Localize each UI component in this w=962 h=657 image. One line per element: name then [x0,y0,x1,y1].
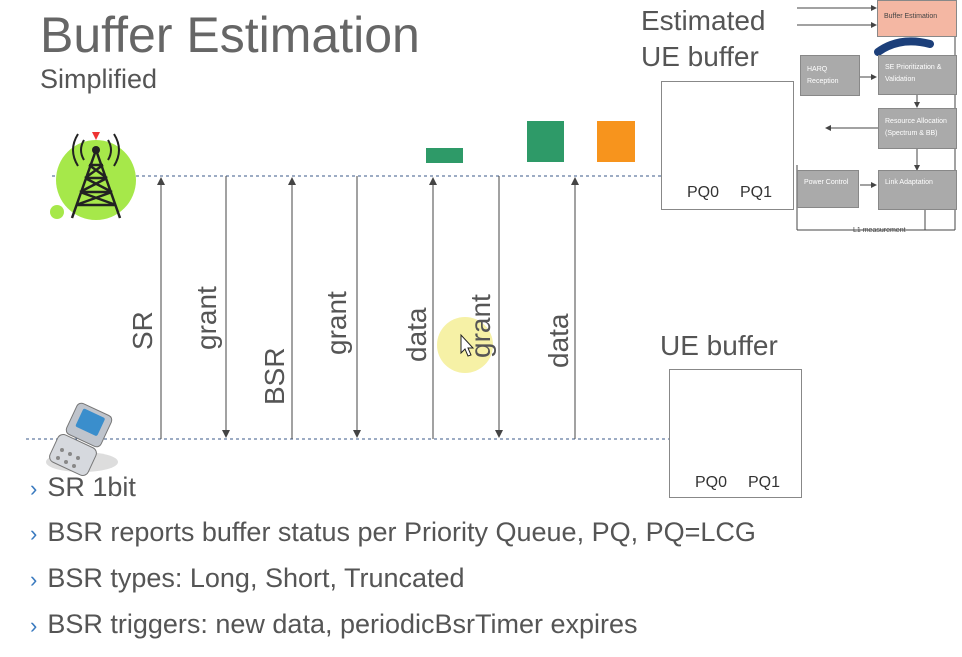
est-pq1-label: PQ1 [740,184,773,201]
label-bsr: BSR [259,347,290,405]
l1-measurement-label: L1 measurement [853,227,906,234]
data-block-small [426,148,463,163]
mobile-phone-icon [46,402,118,476]
label-data-2: data [543,313,574,368]
page-title: Buffer Estimation [40,7,420,63]
block-power-control: Power Control [797,170,859,208]
data-block-orange [597,121,635,162]
ue-buffer-box: PQ0 PQ1 [669,369,802,498]
bullet-item: › BSR reports buffer status per Priority … [30,517,756,547]
label-grant-1: grant [191,286,222,350]
est-pq0-label: PQ0 [687,184,720,201]
bullet-text: BSR reports buffer status per Priority Q… [47,517,756,547]
label-sr: SR [127,311,158,350]
estimated-ue-buffer-label: Estimated UE buffer [641,3,766,75]
estimated-label-line2: UE buffer [641,41,759,72]
page-subtitle: Simplified [40,64,158,94]
bullet-text: SR 1bit [47,472,136,502]
bullet-text: BSR triggers: new data, periodicBsrTimer… [47,609,638,639]
block-harq-reception: HARQ Reception [800,55,860,96]
estimated-label-line1: Estimated [641,5,766,36]
bullet-text: BSR types: Long, Short, Truncated [47,563,465,593]
ue-buffer-label: UE buffer [660,330,778,361]
mouse-pointer-icon [460,333,475,357]
block-buffer-estimation: Buffer Estimation [877,0,957,37]
bullet-item: › SR 1bit [30,472,136,502]
estimated-buffer-box: PQ0 PQ1 [661,81,794,210]
ue-pq0-label: PQ0 [695,474,728,491]
base-station-icon [50,132,136,220]
bullet-item: › BSR triggers: new data, periodicBsrTime… [30,609,638,639]
block-link-adaptation: Link Adaptation [878,170,957,210]
ue-pq1-label: PQ1 [748,474,781,491]
label-grant-2: grant [321,291,352,355]
label-data-1: data [401,307,432,362]
data-block-green [527,121,564,162]
scheduler-link-swoosh [874,37,934,56]
block-resource-allocation: Resource Allocation (Spectrum & BB) [878,108,957,149]
block-se-prioritization: SE Prioritization & Validation [878,55,957,95]
bullet-item: › BSR types: Long, Short, Truncated [30,563,465,593]
